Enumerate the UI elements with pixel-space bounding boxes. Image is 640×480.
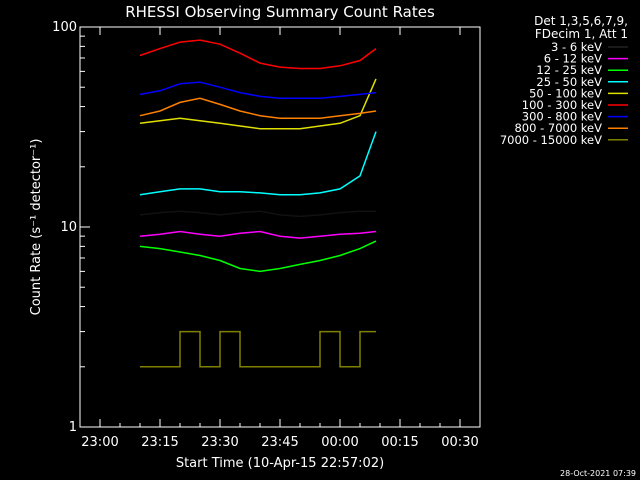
x-tick-label: 23:30	[201, 435, 238, 450]
series-line-8	[140, 330, 376, 368]
series-line-6	[139, 81, 377, 100]
legend-label: 300 - 800 keV	[522, 110, 602, 124]
x-tick-labels: 23:00 23:15 23:30 23:45 00:00 00:15 00:30	[81, 435, 478, 450]
legend-label: 6 - 12 keV	[544, 52, 602, 66]
x-tick-label: 00:00	[321, 435, 358, 450]
y-tick-label: 1	[69, 420, 77, 435]
legend-label: 25 - 50 keV	[536, 75, 602, 89]
series-line-7	[139, 97, 377, 119]
plot-axes	[79, 26, 481, 428]
y-tick-labels: 1 10 100	[52, 20, 77, 435]
legend-header: Det 1,3,5,6,7,9,	[534, 14, 628, 28]
y-axis-label: Count Rate (s⁻¹ detector⁻¹)	[29, 139, 44, 316]
series-line-1	[139, 230, 377, 239]
series-layer	[139, 39, 377, 368]
series-line-0	[139, 210, 376, 218]
legend: Det 1,3,5,6,7,9,FDecim 1, Att 13 - 6 keV…	[500, 14, 628, 147]
x-tick-label: 00:15	[381, 435, 418, 450]
timestamp-footer: 28-Oct-2021 07:39	[560, 469, 636, 478]
legend-label: 50 - 100 keV	[529, 86, 602, 100]
legend-label: 800 - 7000 keV	[514, 121, 602, 135]
x-tick-label: 23:00	[81, 435, 118, 450]
x-axis-label: Start Time (10-Apr-15 22:57:02)	[176, 456, 384, 471]
legend-label: 12 - 25 keV	[536, 63, 602, 77]
x-tick-label: 00:30	[441, 435, 478, 450]
y-tick-label: 10	[60, 220, 77, 235]
legend-header: FDecim 1, Att 1	[535, 27, 628, 41]
legend-label: 3 - 6 keV	[551, 40, 602, 54]
y-tick-label: 100	[52, 20, 77, 35]
legend-label: 7000 - 15000 keV	[500, 133, 602, 147]
series-line-5	[139, 39, 377, 70]
chart-title: RHESSI Observing Summary Count Rates	[125, 3, 435, 21]
series-line-4	[139, 78, 377, 130]
series-line-3	[139, 131, 377, 196]
legend-label: 100 - 300 keV	[522, 98, 602, 112]
x-tick-label: 23:15	[141, 435, 178, 450]
x-tick-label: 23:45	[261, 435, 298, 450]
series-line-2	[139, 240, 377, 273]
